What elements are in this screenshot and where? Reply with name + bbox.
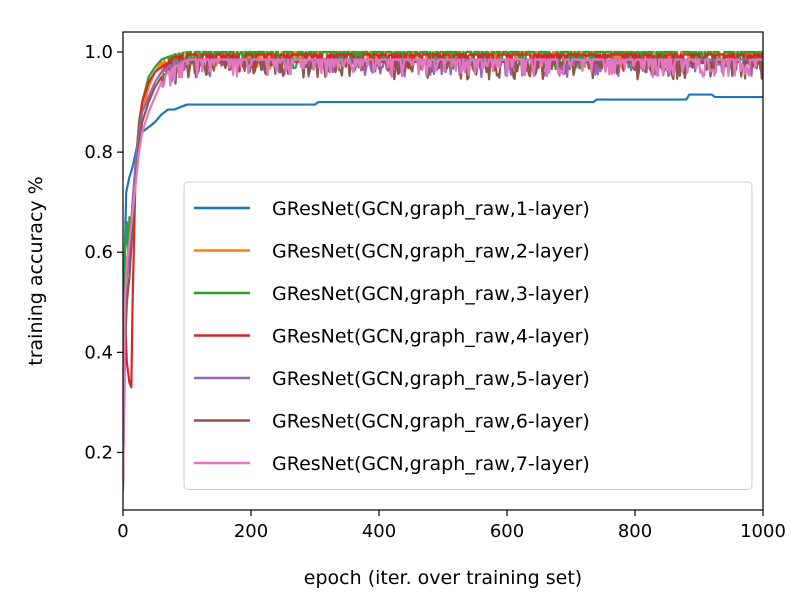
x-axis-title: epoch (iter. over training set) (304, 567, 582, 589)
x-tick-label: 600 (490, 521, 524, 542)
series-line-1 (123, 93, 763, 478)
legend-label: GResNet(GCN,graph_raw,1-layer) (272, 198, 590, 220)
x-tick-label: 800 (618, 521, 652, 542)
x-axis: 0 200 400 600 800 1000 (117, 510, 786, 542)
x-tick-label: 1000 (740, 521, 786, 542)
legend: GResNet(GCN,graph_raw,1-layer) GResNet(GC… (183, 181, 753, 490)
y-tick-label: 0.2 (84, 442, 113, 463)
x-tick-label: 0 (117, 521, 128, 542)
y-tick-label: 0.4 (84, 342, 113, 363)
plot-lines (123, 50, 763, 493)
y-axis-title: training accuracy % (25, 176, 47, 365)
x-tick-label: 200 (234, 521, 268, 542)
y-axis: 0.2 0.4 0.6 0.8 1.0 (84, 42, 123, 463)
legend-label: GResNet(GCN,graph_raw,6-layer) (272, 411, 590, 433)
axes-frame (122, 31, 764, 511)
legend-box (183, 181, 753, 490)
y-tick-label: 0.6 (84, 242, 113, 263)
legend-label: GResNet(GCN,graph_raw,5-layer) (272, 368, 590, 390)
legend-label: GResNet(GCN,graph_raw,2-layer) (272, 241, 590, 263)
legend-label: GResNet(GCN,graph_raw,7-layer) (272, 453, 590, 475)
x-tick-label: 400 (362, 521, 396, 542)
y-tick-label: 1.0 (84, 42, 113, 63)
legend-label: GResNet(GCN,graph_raw,4-layer) (272, 326, 590, 348)
y-tick-label: 0.8 (84, 142, 113, 163)
legend-label: GResNet(GCN,graph_raw,3-layer) (272, 283, 590, 305)
series-line-7 (123, 58, 763, 493)
